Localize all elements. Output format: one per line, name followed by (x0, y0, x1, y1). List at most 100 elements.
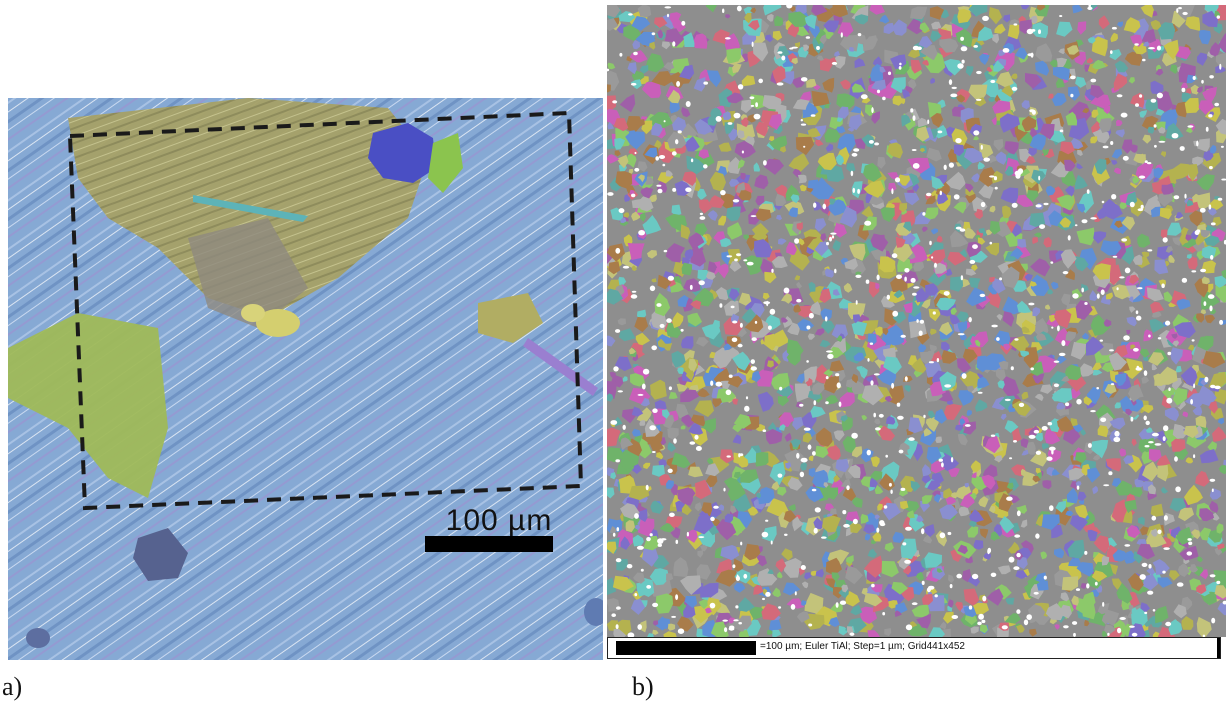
pore (898, 449, 904, 454)
pore (911, 602, 918, 606)
grain (810, 177, 835, 200)
grain (1086, 57, 1094, 64)
pore (1014, 338, 1019, 341)
pore (961, 373, 967, 379)
pore (666, 318, 672, 323)
pore (929, 240, 932, 246)
grain (1045, 603, 1064, 621)
grain (894, 61, 910, 75)
grain (1020, 519, 1028, 528)
grain (607, 447, 626, 463)
pore (829, 236, 832, 242)
pore (1031, 109, 1036, 115)
grain (1003, 14, 1011, 23)
grain (1111, 478, 1122, 487)
grain (715, 262, 729, 279)
pore (886, 294, 890, 300)
grain (1126, 525, 1141, 539)
pore (879, 520, 885, 526)
grain (924, 207, 939, 220)
pore (746, 261, 754, 266)
pore (671, 615, 676, 618)
pore (821, 536, 827, 539)
pore (1123, 335, 1130, 341)
grain (634, 317, 649, 333)
grain (986, 588, 1004, 606)
pore (1216, 580, 1221, 585)
pore (800, 77, 808, 82)
grain (977, 26, 994, 41)
pore (990, 572, 997, 577)
grain (1066, 45, 1079, 55)
grain (910, 480, 921, 492)
grain (970, 264, 978, 271)
grain (1114, 402, 1121, 409)
grain (1203, 150, 1214, 162)
grain (950, 230, 969, 248)
grain (945, 171, 966, 190)
pore (1158, 140, 1166, 143)
pore (991, 324, 998, 328)
grain (810, 301, 821, 316)
pore (904, 276, 907, 282)
pore (826, 350, 833, 353)
pore (751, 41, 754, 47)
pore (882, 96, 886, 101)
grain (918, 36, 933, 48)
dark-grain (133, 528, 188, 581)
pore (786, 5, 793, 9)
grain (931, 351, 943, 362)
grain (607, 620, 618, 631)
grain (1128, 77, 1135, 84)
pore (803, 427, 811, 431)
pore (796, 452, 800, 459)
grain (730, 491, 752, 512)
grain (948, 467, 960, 477)
grain (776, 214, 782, 221)
grain (1075, 598, 1090, 614)
pore (912, 115, 916, 121)
grain (681, 262, 693, 276)
grain (1053, 548, 1065, 559)
pore (1050, 261, 1054, 264)
pore (1205, 126, 1209, 132)
grain (694, 119, 713, 135)
pore (719, 303, 723, 308)
grey-grain (188, 218, 308, 328)
pore (831, 61, 838, 65)
pore (1141, 562, 1148, 568)
pore (723, 487, 726, 492)
pore (1103, 484, 1110, 487)
grain (676, 403, 689, 419)
grain (1196, 52, 1208, 66)
grain (1010, 73, 1018, 80)
grain (688, 466, 704, 478)
grain (829, 6, 839, 14)
grain (839, 34, 859, 52)
pore (813, 400, 817, 406)
pore (1217, 197, 1223, 201)
grain (1192, 193, 1200, 203)
grain (939, 321, 953, 336)
grain (1091, 362, 1102, 371)
grain (763, 5, 782, 16)
pore (733, 619, 739, 622)
grain (906, 18, 927, 35)
pore (836, 382, 841, 389)
pore (896, 274, 902, 280)
pore (734, 258, 738, 262)
grain (628, 485, 650, 501)
grain (1030, 449, 1048, 467)
grain (755, 208, 772, 222)
grain (846, 163, 856, 173)
grain (989, 205, 996, 213)
pore (1211, 617, 1216, 624)
grain (1020, 5, 1030, 10)
grain (816, 55, 824, 61)
grain (732, 398, 739, 405)
grain (1100, 240, 1122, 256)
pore (951, 615, 959, 619)
pore (657, 543, 662, 547)
pore (626, 564, 633, 569)
grain (825, 578, 836, 589)
